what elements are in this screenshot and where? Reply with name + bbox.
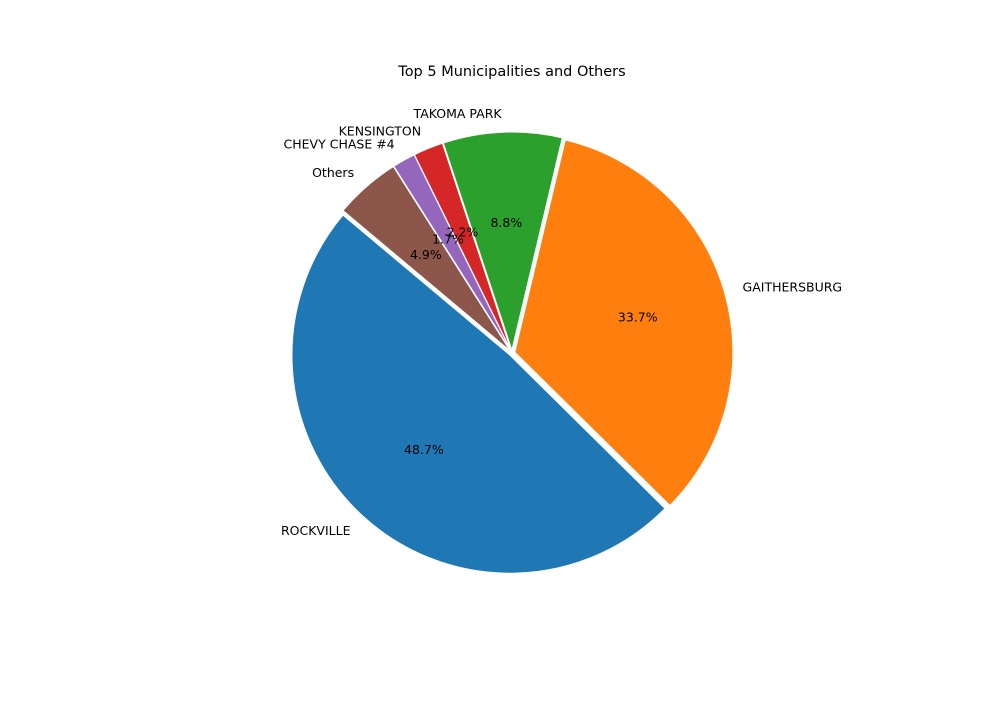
pie-slice-takoma-park — [442, 131, 563, 352]
pie-slice-chevy-chase-4 — [393, 154, 511, 351]
slice-label-kensington: KENSINGTON — [339, 124, 421, 139]
pie-slice-others — [342, 165, 511, 352]
slice-label-chevy-chase-4: CHEVY CHASE #4 — [284, 136, 395, 151]
pie-labels: ROCKVILLE 48.7% GAITHERSBURG 33.7% TAKOMA PA… — [281, 106, 842, 538]
slice-label-rockville: ROCKVILLE — [281, 523, 351, 538]
slice-percent-kensington: 2.2% — [447, 224, 479, 239]
pie-slices — [291, 131, 734, 574]
chart-title: Top 5 Municipalities and Others — [397, 64, 625, 80]
slice-percent-rockville: 48.7% — [404, 442, 444, 457]
slice-percent-gaithersburg: 33.7% — [618, 309, 658, 324]
slice-label-others: Others — [312, 165, 354, 180]
slice-percent-chevy-chase-4: 1.7% — [432, 231, 464, 246]
slice-label-takoma-park: TAKOMA PARK — [413, 106, 503, 121]
pie-slice-gaithersburg — [514, 139, 734, 507]
pie-slice-rockville — [291, 214, 666, 574]
slice-percent-others: 4.9% — [410, 247, 442, 262]
slice-label-gaithersburg: GAITHERSBURG — [743, 279, 843, 294]
slice-percent-takoma-park: 8.8% — [490, 215, 522, 230]
